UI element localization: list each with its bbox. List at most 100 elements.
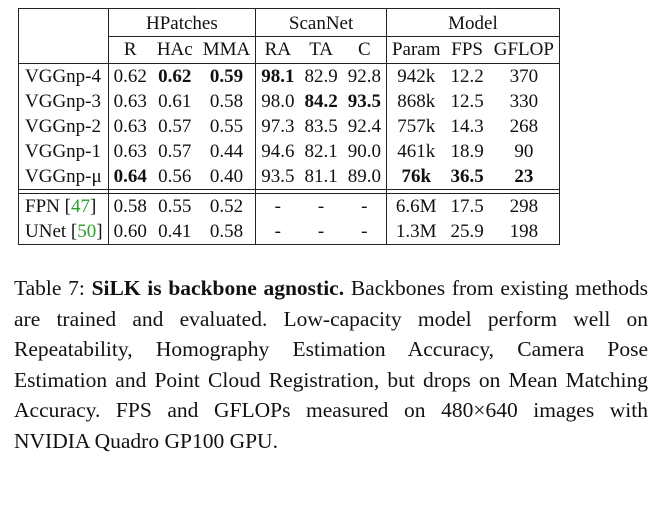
results-table: HPatches ScanNet Model R HAc MMA RA TA C… [18,8,560,245]
cell: 81.1 [304,166,338,187]
cell: 0.41 [151,219,198,245]
citation-link[interactable]: 47 [70,196,90,217]
cell: - [255,219,300,245]
cell: 0.58 [197,219,257,245]
col-header: Param [391,39,441,60]
cell: 82.1 [304,141,338,162]
row-name-text: VGGnp-1 [25,141,101,162]
cell: 370 [488,64,560,89]
cell: - [342,219,387,245]
row-name-text: FPN [25,196,60,217]
row-name: VGGnp-2 [18,114,109,139]
cell: 0.57 [158,116,192,137]
cell: 0.62 [113,66,147,87]
caption-text: Backbones from existing methods are trai… [14,276,649,453]
table-row: UNet [50] 0.60 0.41 0.58- - -1.3M 25.9 198 [18,219,560,245]
cell: 92.8 [342,64,387,89]
cell: 89.0 [342,164,387,190]
cell: 0.63 [113,91,147,112]
cell: 942k [397,66,436,87]
cell: 0.63 [113,141,147,162]
cell: 0.60 [108,219,152,245]
cell: 18.9 [450,141,484,162]
cell: 757k [397,116,436,137]
table-row: VGGnp-μ 0.64 0.56 0.40 93.5 81.1 89.0 76k 36.5 23 [18,164,560,190]
col-header: TA [309,39,333,60]
cell: 0.58 [197,89,257,114]
rule [18,63,560,64]
cell: 268 [488,114,560,139]
group-scannet: ScanNet [255,8,387,37]
col-header: R [123,39,137,60]
cell: 84.2 [304,91,338,112]
cell: - [274,196,281,217]
table-row: VGGnp-1 0.63 0.57 0.44 94.6 82.1 90.0 461k 18.9 9… [18,139,560,164]
cell: 36.5 [450,166,484,187]
row-name-text: UNet [25,221,67,242]
cell: 23 [488,164,560,190]
table-row: VGGnp-3 0.63 0.61 0.58 98.0 84.2 93.5 868k 12.5 3… [18,89,560,114]
cell: 330 [488,89,560,114]
cell: 298 [488,193,560,219]
cell: 0.62 [158,66,192,87]
cell: - [317,196,325,217]
table-caption: Table 7: SiLK is backbone agnostic. Back… [14,273,648,456]
group-model: Model [386,8,560,37]
row-name: FPN [47] [18,193,109,219]
group-header-row: HPatches ScanNet Model [18,8,560,37]
cell: 94.6 [261,141,295,162]
cell: 17.5 [450,196,484,217]
row-name-text: VGGnp-2 [25,116,101,137]
col-header: FPS [451,39,483,60]
cell: 0.55 [158,196,192,217]
cell: 198 [488,219,560,245]
cell: 12.5 [450,91,484,112]
table-row: VGGnp-4 0.62 0.62 0.59 98.1 82.9 92.8 942k 12.2 3… [18,64,560,89]
cell: 98.1 [261,66,295,87]
cell: 0.63 [113,116,147,137]
row-name-text: VGGnp-4 [25,66,101,87]
cell: 97.3 [261,116,295,137]
table-row: VGGnp-2 0.63 0.57 0.55 97.3 83.5 92.4 757k 14.3 2… [18,114,560,139]
cell: 0.56 [158,166,192,187]
cell: 0.55 [197,114,257,139]
cell: 93.5 [342,89,387,114]
cell: 0.44 [197,139,257,164]
cell: 461k [397,141,436,162]
cell: 14.3 [450,116,484,137]
cell: 0.59 [197,64,257,89]
col-header: C [342,36,387,64]
table-row: FPN [47] 0.58 0.55 0.52- - -6.6M 17.5 298 [18,193,560,219]
column-header-row: R HAc MMA RA TA C Param FPS GFLOP [18,36,560,64]
citation-link[interactable]: 50 [77,221,97,242]
cell: 0.52 [197,193,257,219]
caption-title: SiLK is backbone agnostic. [91,276,345,300]
col-header: GFLOP [488,36,560,64]
row-name-text: VGGnp-μ [25,166,102,187]
cell: 92.4 [342,114,387,139]
caption-label: Table 7: [14,276,85,300]
row-name-text: VGGnp-3 [25,91,101,112]
cell: - [299,219,343,245]
cell: 90.0 [342,139,387,164]
cell: 25.9 [445,219,489,245]
row-name: UNet [50] [18,219,109,245]
row-name: VGGnp-1 [18,139,109,164]
cell: 82.9 [304,66,338,87]
group-hpatches: HPatches [108,8,257,37]
row-name: VGGnp-3 [18,89,109,114]
cell: 12.2 [450,66,484,87]
cell: 868k [397,91,436,112]
col-header: HAc [156,39,193,60]
cell: 0.61 [158,91,192,112]
cell: 93.5 [261,166,295,187]
cell: 0.58 [113,196,147,217]
cell: 6.6M [395,196,437,217]
cell: 1.3M [386,219,446,245]
cell: - [342,193,387,219]
row-name: VGGnp-μ [18,164,109,190]
cell: 76k [401,166,432,187]
col-header: RA [264,39,292,60]
rule [18,189,560,194]
cell: 0.57 [158,141,192,162]
